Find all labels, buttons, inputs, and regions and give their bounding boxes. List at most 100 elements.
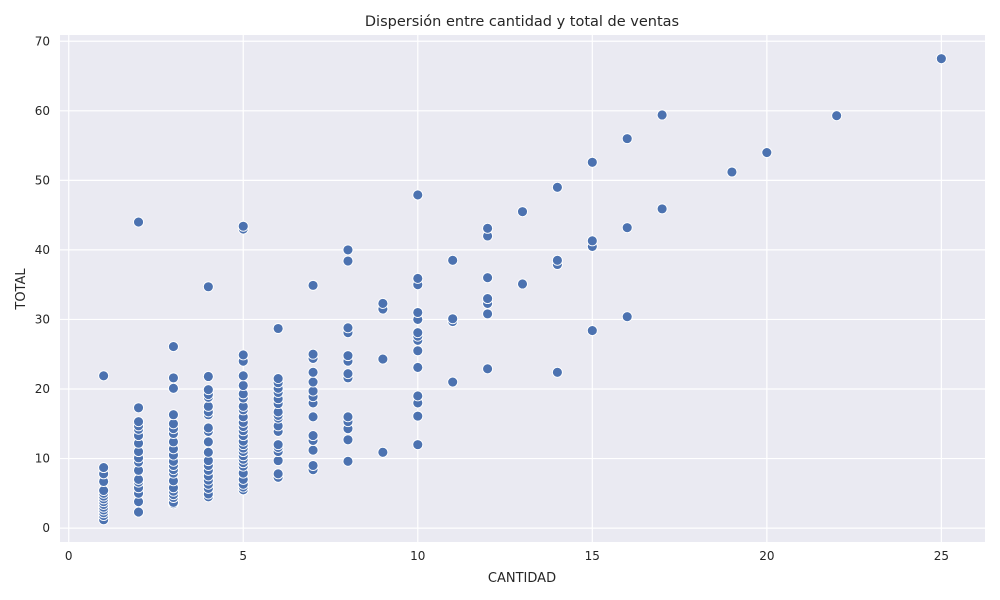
data-point <box>621 222 633 234</box>
data-point <box>761 147 773 158</box>
data-point <box>133 506 144 518</box>
y-axis-title: TOTAL <box>14 268 29 311</box>
data-point <box>586 156 598 168</box>
data-point <box>307 460 319 471</box>
data-point <box>167 409 179 421</box>
data-point <box>935 53 947 65</box>
data-point <box>412 410 424 422</box>
data-point <box>307 348 319 360</box>
y-tick-label: 70 <box>35 34 50 48</box>
data-point <box>412 327 424 339</box>
x-tick-label: 0 <box>65 549 73 563</box>
data-point <box>167 382 179 394</box>
data-point <box>167 341 179 353</box>
data-point <box>133 473 144 485</box>
data-point <box>517 278 528 290</box>
data-point <box>482 308 494 320</box>
y-tick-label: 60 <box>35 104 50 118</box>
data-point <box>412 390 424 402</box>
data-point <box>656 109 668 121</box>
data-point <box>272 439 284 451</box>
data-point <box>412 189 424 201</box>
x-tick-label: 5 <box>239 549 247 563</box>
data-point <box>307 444 319 456</box>
data-point <box>726 166 738 178</box>
data-point <box>621 133 633 145</box>
data-point <box>272 323 284 334</box>
data-point <box>167 418 179 430</box>
y-tick-label: 30 <box>35 312 50 326</box>
data-point <box>202 371 214 382</box>
data-point <box>98 462 110 474</box>
data-point <box>307 376 319 388</box>
data-point <box>307 411 319 423</box>
data-point <box>412 307 424 318</box>
y-tick-label: 20 <box>35 382 50 396</box>
data-point <box>202 400 214 412</box>
data-point <box>272 468 284 480</box>
data-point <box>167 372 179 384</box>
data-point <box>377 446 389 458</box>
y-tick-label: 40 <box>35 243 50 257</box>
data-point <box>377 298 389 309</box>
data-point <box>237 370 249 382</box>
data-point <box>133 416 144 428</box>
data-point <box>342 434 354 446</box>
data-point <box>482 222 494 234</box>
data-point <box>412 361 424 373</box>
data-point <box>272 373 284 385</box>
data-point <box>202 422 214 434</box>
data-point <box>551 366 563 378</box>
data-point <box>133 402 144 414</box>
data-point <box>342 455 354 467</box>
data-point <box>307 385 319 397</box>
data-point <box>447 313 459 325</box>
x-tick-label: 15 <box>585 549 600 563</box>
data-point <box>237 380 249 391</box>
data-point <box>307 279 319 291</box>
data-point <box>621 311 633 323</box>
data-point <box>98 370 110 382</box>
data-point <box>831 110 843 122</box>
x-tick-label: 25 <box>934 549 949 563</box>
data-point <box>517 206 528 218</box>
data-point <box>202 436 214 448</box>
data-point <box>551 254 563 266</box>
data-point <box>586 235 598 247</box>
data-point <box>412 439 424 451</box>
data-point <box>447 376 459 388</box>
data-point <box>342 368 354 380</box>
data-point <box>551 181 563 193</box>
data-point <box>342 350 354 362</box>
data-point <box>307 430 319 442</box>
x-tick-label: 20 <box>759 549 774 563</box>
data-point <box>447 254 459 266</box>
data-point <box>98 485 110 496</box>
x-tick-label: 10 <box>410 549 425 563</box>
data-point <box>656 203 668 215</box>
data-point <box>342 411 354 423</box>
x-axis-title: CANTIDAD <box>488 571 556 586</box>
data-point <box>586 325 598 337</box>
y-tick-label: 50 <box>35 173 50 187</box>
data-point <box>202 281 214 293</box>
data-point <box>342 255 354 267</box>
data-point <box>237 349 249 361</box>
data-point <box>412 345 424 357</box>
data-point <box>237 220 249 232</box>
data-points <box>98 53 947 526</box>
data-point <box>482 272 494 284</box>
data-point <box>272 455 284 467</box>
data-point <box>202 384 214 396</box>
tick-labels: 0 5 10 15 20 25 0 10 20 30 40 50 60 70 <box>35 34 949 563</box>
data-point <box>482 363 494 375</box>
data-point <box>482 293 494 305</box>
y-tick-label: 0 <box>42 521 50 535</box>
data-point <box>307 366 319 378</box>
chart-title: Dispersión entre cantidad y total de ven… <box>365 14 679 30</box>
data-point <box>202 446 214 458</box>
data-point <box>342 244 354 256</box>
data-point <box>342 322 354 334</box>
data-point <box>377 353 389 365</box>
